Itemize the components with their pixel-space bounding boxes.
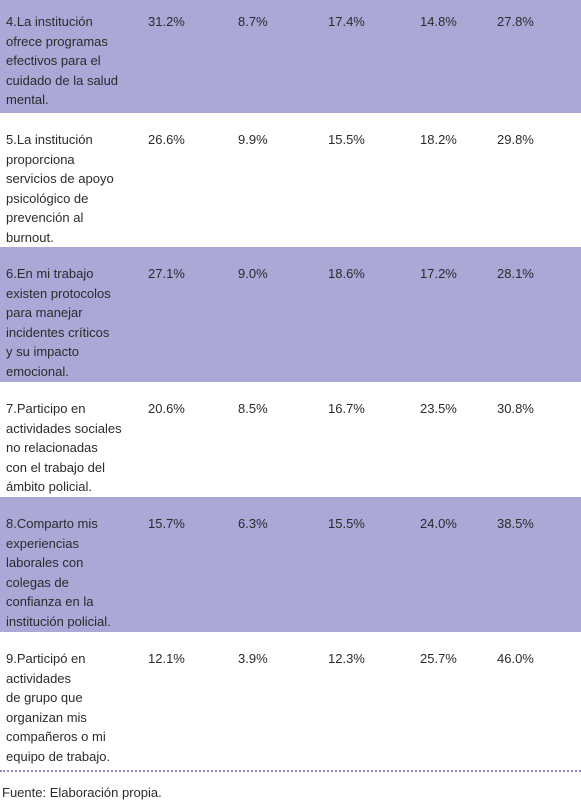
percent-cell: 9.0%	[238, 266, 268, 281]
label-line: no relacionadas	[6, 440, 98, 455]
row-label: 6.En mi trabajo existen protocolos para ma…	[6, 264, 111, 381]
label-line: mental.	[6, 92, 49, 107]
percent-cell: 8.7%	[238, 14, 268, 29]
percent-cell: 9.9%	[238, 132, 268, 147]
label-line: equipo de trabajo.	[6, 748, 111, 764]
percent-cell: 15.7%	[148, 516, 185, 531]
label-line: colegas de	[6, 574, 69, 590]
table-row: 6.En mi trabajo existen protocolos para ma…	[0, 247, 581, 382]
percent-cell: 14.8%	[420, 14, 457, 29]
percent-cell: 28.1%	[497, 266, 534, 281]
label-line: experiencias	[6, 535, 79, 551]
percent-cell: 31.2%	[148, 14, 185, 29]
percent-cell: 18.6%	[328, 266, 365, 281]
label-line: incidentes críticos	[6, 324, 110, 340]
label-line: y su impacto	[6, 344, 79, 359]
percent-cell: 6.3%	[238, 516, 268, 531]
table-row: 5.La institución proporciona servicios de …	[0, 113, 581, 247]
percent-cell: 23.5%	[420, 401, 457, 416]
percent-cell: 27.1%	[148, 266, 185, 281]
percent-cell: 12.1%	[148, 651, 185, 666]
label-line: prevención al	[6, 210, 84, 225]
label-line: laborales con	[6, 555, 84, 570]
percent-cell: 3.9%	[238, 651, 268, 666]
label-line: servicios de apoyo	[6, 171, 114, 186]
percent-cell: 17.4%	[328, 14, 365, 29]
label-line: institución policial.	[6, 613, 111, 629]
label-line: 8.Comparto mis	[6, 516, 98, 531]
table-row: 4.La institución ofrece programas efectivo…	[0, 0, 581, 113]
row-label: 9.Participó en actividades de grupo que org…	[6, 649, 110, 766]
percent-cell: 8.5%	[238, 401, 268, 416]
label-line: ámbito policial.	[6, 479, 92, 494]
label-line: 9.Participó en	[6, 651, 86, 666]
table-row: 9.Participó en actividades de grupo que org…	[0, 632, 581, 767]
label-line: 7.Participo en	[6, 401, 86, 416]
label-line: con el trabajo del	[6, 459, 106, 475]
table-row: 7.Participo en actividades sociales no rel…	[0, 382, 581, 497]
label-line: psicológico de	[6, 190, 89, 206]
label-line: 6.En mi trabajo	[6, 266, 94, 281]
source-note: Fuente: Elaboración propia.	[2, 785, 162, 800]
percent-cell: 29.8%	[497, 132, 534, 147]
row-label: 7.Participo en actividades sociales no rel…	[6, 399, 122, 497]
percent-cell: 16.7%	[328, 401, 365, 416]
percent-cell: 17.2%	[420, 266, 457, 281]
label-line: organizan mis	[6, 709, 87, 725]
label-line: confianza en la	[6, 594, 94, 609]
label-line: emocional.	[6, 363, 69, 379]
percent-cell: 12.3%	[328, 651, 365, 666]
percent-cell: 15.5%	[328, 132, 365, 147]
label-line: burnout.	[6, 229, 54, 245]
percent-cell: 20.6%	[148, 401, 185, 416]
percent-cell: 24.0%	[420, 516, 457, 531]
percent-cell: 18.2%	[420, 132, 457, 147]
label-line: compañeros o mi	[6, 729, 106, 744]
percent-cell: 27.8%	[497, 14, 534, 29]
row-label: 4.La institución ofrece programas efectivo…	[6, 12, 118, 110]
label-line: ofrece programas	[6, 33, 108, 49]
label-line: efectivos para el	[6, 53, 101, 68]
percent-cell: 38.5%	[497, 516, 534, 531]
percent-cell: 46.0%	[497, 651, 534, 666]
label-line: proporciona	[6, 151, 75, 167]
label-line: actividades	[6, 670, 72, 686]
percent-cell: 25.7%	[420, 651, 457, 666]
label-line: cuidado de la salud	[6, 72, 119, 88]
row-label: 5.La institución proporciona servicios de …	[6, 130, 114, 247]
label-line: 5.La institución	[6, 132, 93, 147]
row-label: 8.Comparto mis experiencias laborales con c…	[6, 514, 111, 631]
label-line: 4.La institución	[6, 14, 93, 29]
label-line: para manejar	[6, 305, 83, 320]
label-line: actividades sociales	[6, 420, 122, 436]
divider	[0, 770, 581, 772]
table-row: 8.Comparto mis experiencias laborales con c…	[0, 497, 581, 632]
label-line: existen protocolos	[6, 285, 111, 301]
percent-cell: 30.8%	[497, 401, 534, 416]
percent-cell: 26.6%	[148, 132, 185, 147]
percent-cell: 15.5%	[328, 516, 365, 531]
label-line: de grupo que	[6, 690, 83, 705]
